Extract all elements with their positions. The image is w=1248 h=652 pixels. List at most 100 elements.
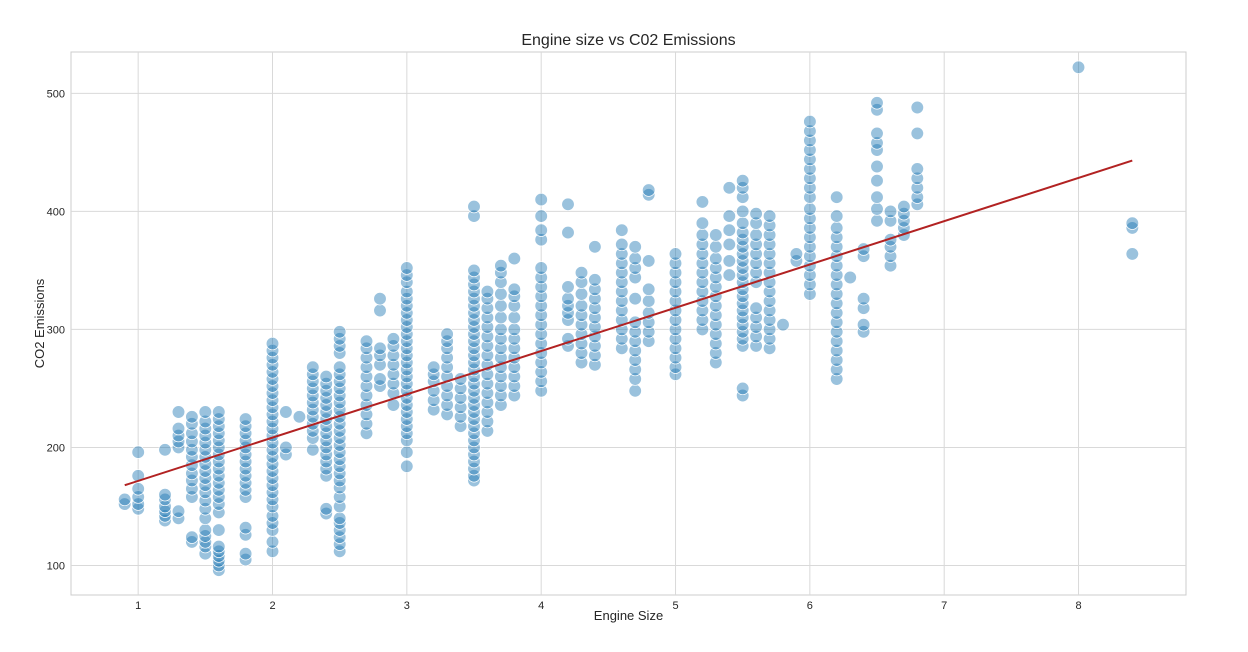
data-point (709, 336, 723, 351)
x-tick-label: 6 (807, 600, 813, 612)
data-point (306, 367, 320, 381)
data-point (467, 270, 481, 285)
data-point (561, 292, 575, 306)
data-point (615, 247, 629, 261)
data-point (427, 367, 441, 381)
data-point (319, 506, 333, 521)
data-point (762, 332, 777, 346)
data-point (238, 476, 253, 490)
data-point (118, 497, 132, 511)
data-point (373, 379, 387, 393)
data-point (494, 266, 508, 280)
data-point (870, 202, 884, 216)
data-point (279, 405, 293, 419)
data-point (628, 261, 642, 275)
data-point (789, 247, 804, 261)
data-point (615, 284, 629, 299)
data-point (642, 254, 656, 268)
data-point (749, 247, 763, 261)
data-point (736, 216, 750, 230)
data-point (480, 310, 495, 325)
data-point (373, 303, 387, 318)
data-point (131, 490, 145, 504)
plot-area (70, 51, 1187, 596)
data-point (400, 398, 414, 412)
data-point (238, 426, 253, 440)
data-point (1125, 221, 1139, 235)
data-point (736, 303, 750, 318)
data-point (238, 490, 253, 504)
data-point (628, 353, 642, 367)
data-point (212, 462, 226, 476)
data-point (561, 306, 575, 320)
data-point (736, 261, 750, 275)
y-tick-label: 500 (47, 88, 65, 100)
data-point (198, 539, 212, 554)
data-point (400, 419, 414, 433)
data-point (628, 384, 642, 398)
data-point (762, 322, 777, 337)
data-point (400, 313, 414, 327)
data-point (265, 372, 280, 386)
data-point (238, 454, 253, 469)
data-point (265, 516, 280, 530)
y-axis-label: CO2 Emissions (32, 278, 47, 368)
data-point (534, 280, 548, 294)
data-point (131, 502, 145, 516)
data-point (359, 369, 374, 384)
data-point (467, 341, 481, 355)
data-point (171, 405, 186, 419)
data-point (494, 299, 508, 313)
data-point (480, 414, 495, 429)
data-point (628, 292, 642, 306)
data-point (306, 360, 320, 374)
data-point (561, 225, 575, 240)
chart-title: Engine size vs C02 Emissions (521, 32, 735, 49)
data-point (749, 329, 763, 344)
data-point (830, 268, 844, 282)
data-point (265, 407, 280, 422)
y-tick-label: 200 (47, 442, 65, 454)
data-point (507, 341, 521, 355)
data-point (467, 277, 481, 292)
data-point (265, 450, 280, 464)
data-point (467, 440, 481, 455)
data-point (480, 301, 495, 315)
data-point (749, 228, 763, 242)
data-point (883, 249, 898, 263)
data-point (722, 237, 736, 252)
data-point (695, 266, 710, 280)
data-point (628, 334, 642, 348)
data-point (333, 480, 347, 495)
data-point (373, 341, 387, 355)
data-point (749, 339, 763, 353)
data-point (507, 310, 521, 325)
data-point (830, 296, 844, 311)
data-point (561, 197, 575, 211)
data-point (668, 367, 683, 381)
data-point (561, 280, 575, 294)
data-point (480, 424, 495, 438)
data-point (736, 332, 750, 346)
data-point (803, 152, 817, 167)
data-point (333, 544, 347, 558)
data-point (534, 289, 548, 303)
data-point (198, 443, 212, 457)
data-point (198, 428, 212, 443)
data-point (265, 523, 280, 537)
data-point (709, 270, 723, 285)
data-point (238, 419, 253, 433)
data-point (534, 327, 548, 341)
data-point (212, 523, 226, 537)
data-point (480, 348, 495, 363)
data-point (709, 228, 723, 242)
data-point (695, 313, 710, 327)
data-point (897, 207, 911, 221)
data-point (467, 419, 481, 433)
data-point (185, 473, 199, 488)
data-point (856, 325, 871, 339)
data-point (534, 299, 548, 313)
data-point (736, 268, 750, 282)
data-point (198, 421, 212, 436)
data-point (333, 459, 347, 473)
